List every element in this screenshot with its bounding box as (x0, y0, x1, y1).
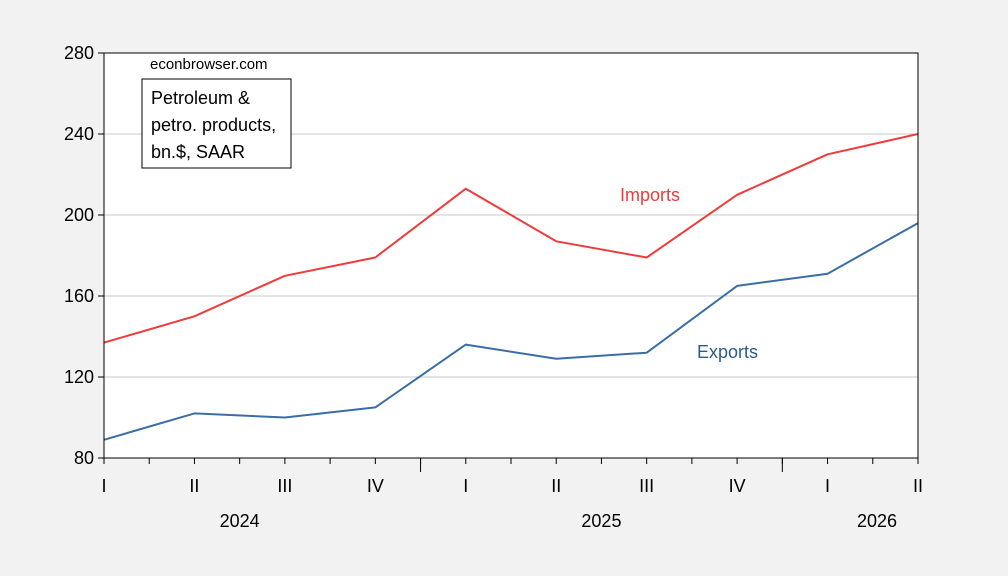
series-label-imports: Imports (620, 185, 680, 205)
x-tick-label: IV (729, 476, 746, 496)
y-tick-label: 80 (74, 448, 94, 468)
x-tick-label: IV (367, 476, 384, 496)
series-line-imports (103, 133, 919, 344)
x-tick-label: II (913, 476, 923, 496)
x-tick-label: II (189, 476, 199, 496)
y-tick-label: 160 (64, 286, 94, 306)
x-tick-label: I (825, 476, 830, 496)
year-label: 2025 (581, 511, 621, 531)
source-note: econbrowser.com (150, 56, 268, 73)
y-tick-label: 120 (64, 367, 94, 387)
x-tick-label: III (639, 476, 654, 496)
legend-box (141, 78, 292, 169)
y-tick-label: 280 (64, 43, 94, 63)
series-line-exports (103, 222, 919, 441)
legend-line-1: Petroleum & (151, 88, 250, 108)
year-label: 2024 (220, 511, 260, 531)
legend-line-3: bn.$, SAAR (151, 142, 245, 162)
x-tick-label: III (277, 476, 292, 496)
y-axis: 80 120 160 200 240 280 (64, 43, 104, 468)
legend-line-2: petro. products, (151, 115, 276, 135)
x-tick-label: I (463, 476, 468, 496)
y-tick-label: 240 (64, 124, 94, 144)
series-lines (103, 133, 919, 441)
x-tick-label: II (551, 476, 561, 496)
x-tick-label: I (101, 476, 106, 496)
year-label: 2026 (857, 511, 897, 531)
series-label-exports: Exports (697, 342, 758, 362)
y-tick-label: 200 (64, 205, 94, 225)
